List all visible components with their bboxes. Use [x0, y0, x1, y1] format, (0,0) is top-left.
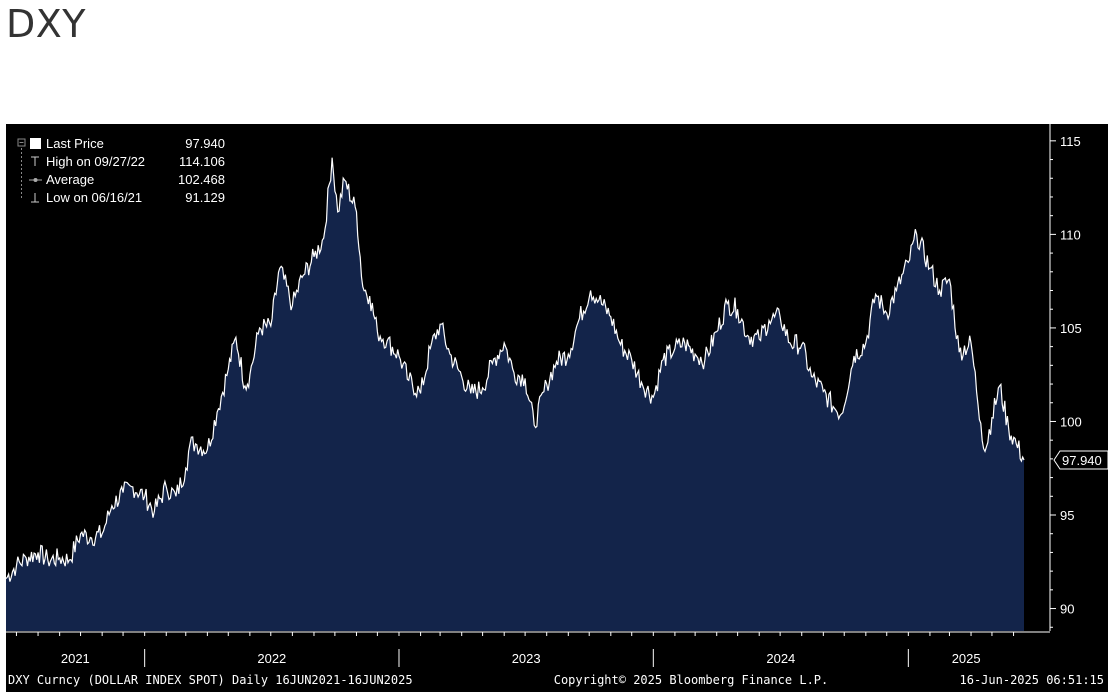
legend-label-high: High on 09/27/22 [46, 154, 145, 169]
high-marker-icon [31, 156, 39, 166]
y-tick-label: 105 [1060, 321, 1082, 336]
last-price-tag-box [1053, 450, 1108, 470]
legend-label-last-price: Last Price [46, 136, 104, 151]
x-year-label: 2023 [512, 651, 541, 666]
x-axis: 2021 2022 2023 2024 2025 [6, 631, 1050, 667]
y-tick-label: 95 [1060, 508, 1074, 523]
chart-footer: DXY Curncy (DOLLAR INDEX SPOT) Daily 16J… [8, 673, 1104, 687]
chart-container: 90 95 100 105 110 115 2021 2022 2023 2024 2025 97… [6, 124, 1108, 692]
legend-background [14, 132, 232, 212]
legend: Last Price 97.940 High on 09/27/22 114.1… [14, 132, 232, 212]
footer-copyright: Copyright© 2025 Bloomberg Finance L.P. [554, 673, 829, 687]
x-year-label: 2022 [257, 651, 286, 666]
low-marker-icon [31, 193, 39, 203]
last-price-tag: 97.940 [1053, 450, 1108, 470]
legend-label-average: Average [46, 172, 94, 187]
price-line [6, 157, 1025, 582]
legend-value-average: 102.468 [178, 172, 225, 187]
legend-value-last-price: 97.940 [185, 136, 225, 151]
legend-value-high: 114.106 [179, 154, 225, 169]
collapse-icon[interactable] [17, 138, 26, 147]
y-tick-label: 90 [1060, 602, 1074, 617]
last-price-tag-label: 97.940 [1062, 453, 1102, 468]
average-line-icon [29, 178, 42, 182]
square-icon [30, 138, 41, 149]
x-year-label: 2024 [766, 651, 795, 666]
y-tick-label: 100 [1060, 414, 1082, 429]
y-tick-label: 110 [1060, 227, 1081, 242]
y-axis: 90 95 100 105 110 115 [1049, 124, 1082, 631]
plot-area [6, 157, 1025, 631]
footer-timestamp: 16-Jun-2025 06:51:15 [960, 673, 1105, 687]
price-area [6, 157, 1024, 631]
page-title: DXY [6, 2, 87, 46]
x-year-label: 2021 [61, 651, 90, 666]
x-year-label: 2025 [952, 651, 981, 666]
footer-security-info: DXY Curncy (DOLLAR INDEX SPOT) Daily 16J… [8, 673, 413, 687]
price-chart: 90 95 100 105 110 115 2021 2022 2023 2024 2025 97… [6, 124, 1108, 687]
legend-label-low: Low on 06/16/21 [46, 190, 142, 205]
y-tick-label: 115 [1060, 134, 1081, 149]
legend-value-low: 91.129 [185, 190, 225, 205]
